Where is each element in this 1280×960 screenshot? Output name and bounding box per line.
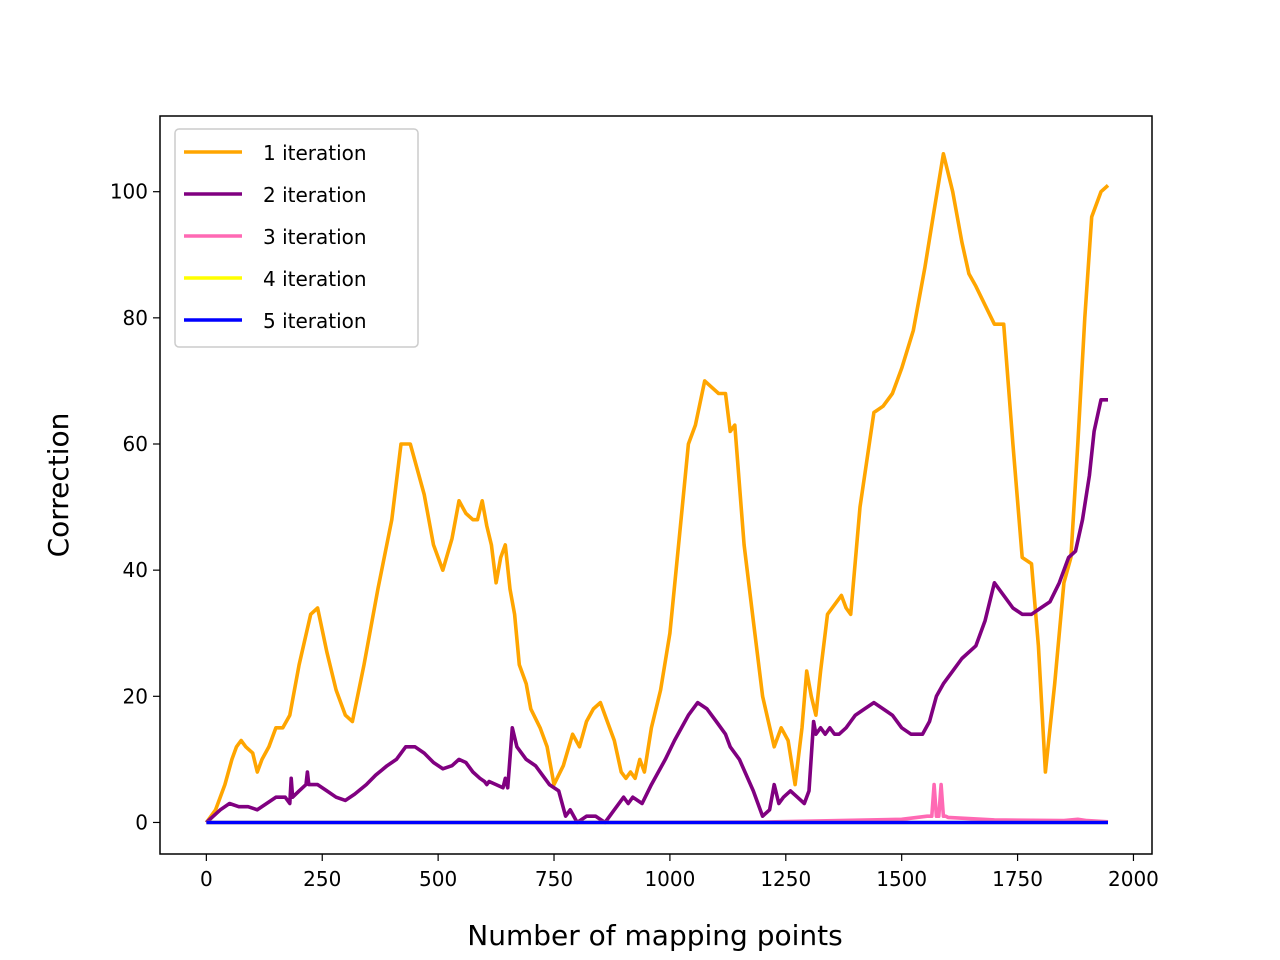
plot-border	[159, 115, 1153, 855]
axes: 0 250 500 750 1000 1250 1500 1750 2000 0 20 40 60 80 1…	[110, 180, 1159, 891]
y-axis-label: Correction	[42, 413, 75, 558]
legend-label-1: 1 iteration	[263, 141, 367, 165]
y-tick-label: 0	[135, 810, 148, 834]
x-tick-label: 500	[419, 867, 457, 891]
legend-label-3: 3 iteration	[263, 225, 367, 249]
x-tick-label: 1500	[876, 867, 927, 891]
x-tick-label: 1250	[760, 867, 811, 891]
y-tick-label: 80	[123, 306, 148, 330]
x-tick-label: 750	[535, 867, 573, 891]
plot-frame	[159, 115, 1153, 855]
y-tick-label: 40	[123, 558, 148, 582]
legend-box	[174, 128, 419, 348]
legend-label-2: 2 iteration	[263, 183, 367, 207]
x-tick-label: 1000	[644, 867, 695, 891]
y-tick-label: 100	[110, 180, 148, 204]
series-line-3	[206, 782, 1109, 825]
legend-label-5: 5 iteration	[263, 309, 367, 333]
series-line-2	[205, 397, 1108, 825]
x-axis-label: Number of mapping points	[467, 919, 842, 952]
x-tick-label: 250	[303, 867, 341, 891]
x-tick-label: 0	[200, 867, 213, 891]
y-tick-label: 60	[123, 432, 148, 456]
series-line-1	[204, 152, 1110, 824]
x-tick-label: 1750	[992, 867, 1043, 891]
legend: 1 iteration 2 iteration 3 iteration 4 itera…	[174, 128, 419, 348]
x-tick-label: 2000	[1108, 867, 1159, 891]
series-lines	[204, 152, 1110, 825]
y-tick-label: 20	[123, 684, 148, 708]
legend-label-4: 4 iteration	[263, 267, 367, 291]
